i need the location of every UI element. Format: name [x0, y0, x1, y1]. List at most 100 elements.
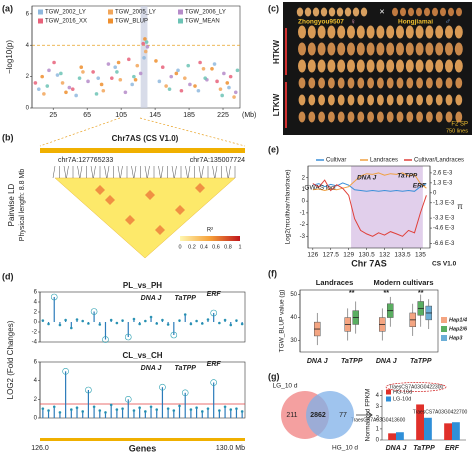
grain: [445, 111, 453, 123]
grain: [415, 25, 424, 39]
lollipop-head: [189, 322, 193, 326]
grain: [298, 111, 306, 123]
y-tick-label: 0: [433, 190, 437, 196]
group-label: Landraces: [316, 278, 354, 287]
point: [160, 65, 165, 69]
significance: **: [384, 290, 390, 297]
point: [154, 59, 158, 63]
x-tick-label: 133.5: [394, 252, 411, 259]
r2-tick: 0: [178, 244, 181, 250]
grain: [405, 59, 414, 73]
point: [232, 95, 236, 99]
ld-length: Physical length: 8.8 Mb: [19, 169, 26, 241]
grain: [336, 7, 344, 17]
point: [45, 84, 50, 88]
ld-block: [175, 205, 185, 215]
population-label: F2 SP: [451, 122, 468, 128]
lollipop-head: [62, 368, 69, 375]
grain: [357, 111, 365, 123]
lollipop-head: [240, 410, 244, 413]
lollipop-head: [75, 406, 79, 410]
lollipop-head: [98, 409, 102, 412]
point: [164, 84, 168, 88]
y-tick-label: 4: [376, 393, 380, 399]
grain: [406, 94, 414, 106]
y-tick-label: 4: [34, 378, 38, 384]
snp-link: [214, 165, 218, 179]
legend-label: Hap1/4: [449, 317, 467, 323]
bar: [444, 423, 452, 440]
ld-block: [125, 215, 135, 225]
point: [40, 74, 44, 79]
lollipop-head: [195, 406, 198, 410]
grain: [396, 59, 404, 73]
point: [179, 88, 184, 93]
grain: [386, 77, 394, 89]
point: [228, 74, 233, 79]
legend-label: TGW_BLUP: [115, 19, 148, 25]
venn-arrow: [356, 411, 373, 419]
grain: [454, 42, 463, 56]
panel-label: (d): [2, 271, 14, 281]
point: [215, 79, 219, 84]
x-tick-label: 145: [149, 112, 161, 119]
point: [99, 82, 104, 87]
legend-label: Landraces: [370, 158, 398, 164]
grain: [308, 111, 316, 123]
x-tick-label: DNA J: [307, 358, 329, 365]
lollipop-head: [132, 317, 136, 321]
gene-annotation: ERF: [207, 361, 222, 368]
lollipop-head: [210, 379, 217, 386]
y-tick-label: -2: [300, 222, 306, 228]
grain: [445, 94, 453, 106]
point: [81, 70, 85, 74]
venn-right-label: HG_10 d: [332, 445, 358, 452]
grain: [298, 77, 306, 89]
y-tick-label: 0: [376, 438, 380, 444]
x-axis-label: Chr 7AS: [351, 258, 387, 268]
x-tick-label: 127.5: [323, 252, 340, 259]
r2-tick: 1: [238, 244, 241, 250]
y-tick-label: -4.6 E-3: [433, 226, 455, 232]
note: CS V1.0: [432, 261, 457, 268]
r2-tick: 0.2: [188, 244, 196, 250]
legend-label: TGW_2016_XX: [45, 19, 87, 25]
panel-label: (a): [2, 3, 13, 13]
snp-link: [228, 165, 231, 179]
grain: [357, 94, 365, 106]
snp-link: [77, 165, 80, 179]
gene-axis-bar: [40, 438, 245, 441]
point: [132, 74, 136, 79]
snp-link: [79, 165, 83, 179]
grain: [328, 77, 335, 89]
grain: [347, 111, 355, 123]
snp-link: [201, 165, 204, 179]
grain: [367, 77, 374, 89]
lollipop-head: [161, 318, 164, 322]
legend-label: Cultivar/Landraces: [414, 158, 464, 164]
point: [142, 55, 146, 60]
x-unit: (Mb): [242, 112, 256, 119]
point: [143, 49, 148, 54]
snp-link: [63, 165, 67, 179]
snp-link: [158, 165, 161, 179]
x-tick-label: 65: [83, 112, 91, 119]
point: [55, 73, 60, 77]
y-tick-label: 1: [302, 187, 306, 193]
grain: [396, 25, 404, 39]
female-sign: ♀: [350, 17, 356, 26]
point: [201, 66, 206, 71]
legend-label: Cultivar: [326, 158, 346, 164]
bar: [424, 417, 432, 440]
grain: [307, 42, 316, 56]
point: [118, 77, 123, 82]
point: [94, 92, 99, 96]
grain: [425, 25, 434, 39]
point: [133, 77, 138, 82]
grain: [435, 111, 443, 123]
y-tick-label: 1: [376, 426, 380, 432]
grain: [424, 7, 430, 17]
grain: [448, 7, 454, 17]
point: [59, 71, 63, 76]
snp-link: [66, 165, 69, 179]
